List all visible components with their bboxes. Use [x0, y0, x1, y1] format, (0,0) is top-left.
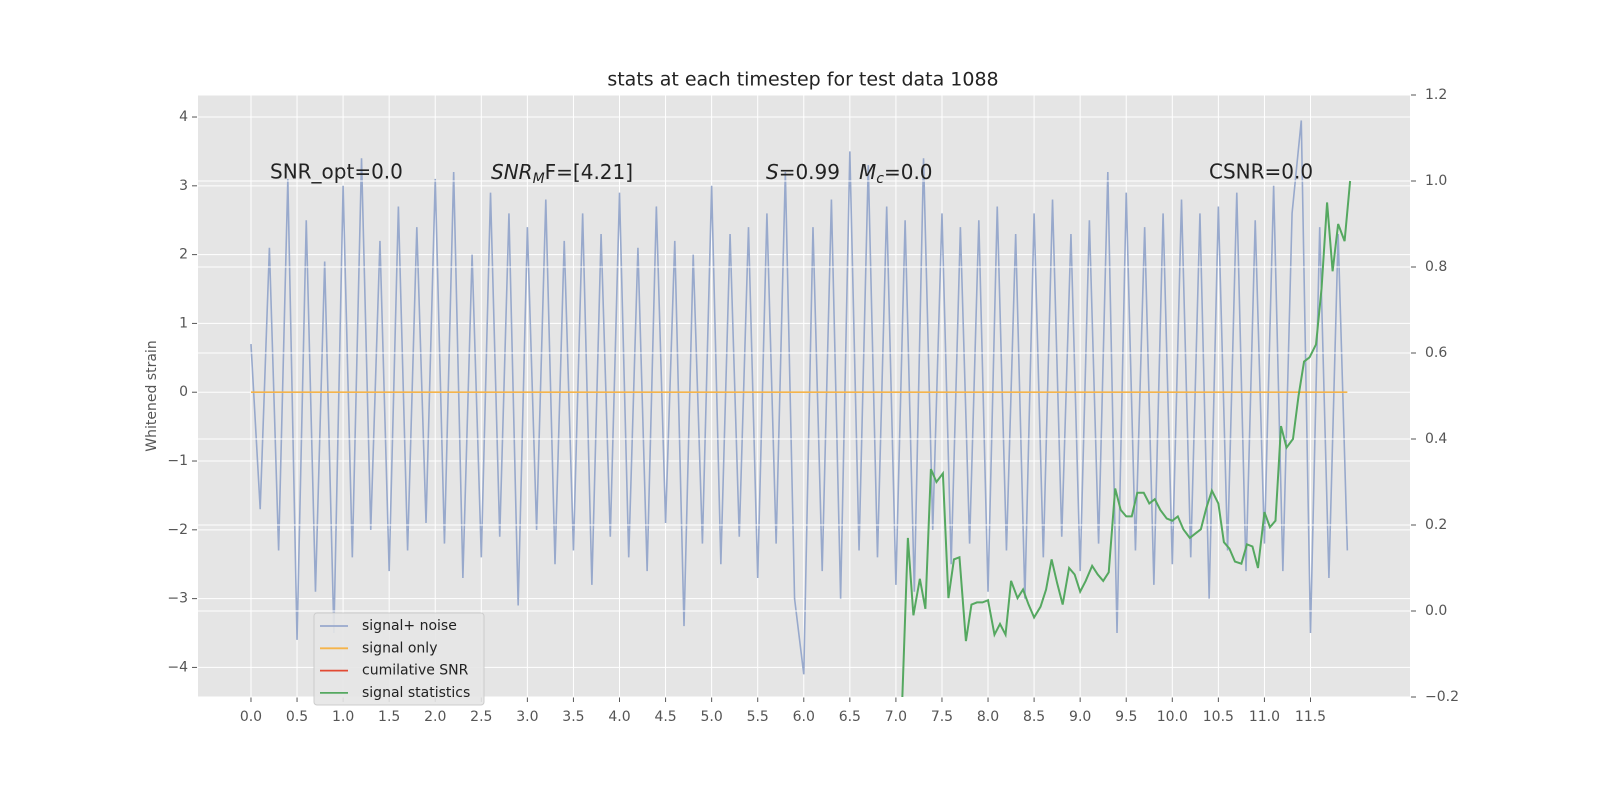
x-tick-label: 6.0: [793, 709, 815, 725]
y-axis-label: Whitened strain: [144, 340, 160, 451]
y2-tick-label: 1.0: [1425, 173, 1447, 189]
legend-box: [313, 612, 485, 706]
annotation-main: SNR: [491, 160, 533, 184]
legend-label: signal only: [362, 640, 437, 656]
x-tick-label: 0.5: [286, 709, 308, 725]
annotation: S=0.99: [766, 160, 840, 184]
y-tick-label: 4: [179, 109, 188, 125]
x-tick-label: 1.5: [378, 709, 400, 725]
legend-label: cumilative SNR: [362, 663, 469, 679]
x-tick-label: 4.5: [654, 709, 676, 725]
x-tick-label: 4.0: [608, 709, 630, 725]
series-line: [250, 120, 1349, 675]
x-tick-label: 2.0: [424, 709, 446, 725]
x-tick-label: 5.5: [747, 709, 769, 725]
y-tick-label: 2: [179, 247, 188, 263]
x-tick-label: 10.0: [1157, 709, 1188, 725]
annotation-main: M: [859, 160, 876, 184]
x-tick-label: 5.0: [701, 709, 723, 725]
y-tick-label: −1: [167, 453, 188, 469]
annotation-rest: F=[4.21]: [545, 160, 633, 184]
x-tick-label: 11.5: [1295, 709, 1326, 725]
annotation: SNR_opt=0.0: [270, 160, 403, 184]
legend-label: signal statistics: [362, 685, 470, 701]
y-tick-label: −4: [167, 659, 188, 675]
y2-tick-label: 0.8: [1425, 259, 1447, 275]
x-tick-label: 9.5: [1115, 709, 1137, 725]
x-tick-label: 11.0: [1249, 709, 1280, 725]
x-tick-label: 6.5: [839, 709, 861, 725]
x-tick-label: 3.0: [516, 709, 538, 725]
x-tick-label: 3.5: [562, 709, 584, 725]
annotation-main: S: [766, 160, 779, 184]
annotation-sub: M: [533, 171, 545, 187]
y2-tick-label: 0.0: [1425, 603, 1447, 619]
series-line: [901, 180, 1352, 697]
x-tick-label: 7.0: [885, 709, 907, 725]
annotation-rest: =0.99: [779, 160, 840, 184]
y2-tick-label: 0.4: [1425, 431, 1447, 447]
y2-tick-label: 1.2: [1425, 87, 1447, 103]
legend-label: signal+ noise: [362, 618, 457, 634]
annotation-sub: c: [876, 171, 884, 187]
y-tick-label: −3: [167, 591, 188, 607]
y-tick-label: 3: [179, 178, 188, 194]
chart-title: stats at each timestep for test data 108…: [607, 69, 998, 91]
x-tick-label: 1.0: [332, 709, 354, 725]
x-tick-label: 7.5: [931, 709, 953, 725]
x-tick-label: 9.0: [1069, 709, 1091, 725]
y2-tick-label: 0.2: [1425, 517, 1447, 533]
y-tick-label: 1: [179, 315, 188, 331]
annotation-rest: =0.0: [884, 160, 933, 184]
y2-tick-label: −0.2: [1425, 689, 1459, 705]
x-tick-label: 8.0: [977, 709, 999, 725]
x-tick-label: 8.5: [1023, 709, 1045, 725]
y2-tick-label: 0.6: [1425, 345, 1447, 361]
x-tick-label: 2.5: [470, 709, 492, 725]
x-tick-label: 10.5: [1203, 709, 1234, 725]
y-tick-label: −2: [167, 522, 188, 538]
annotation: Mc=0.0: [859, 160, 933, 188]
annotation: SNRMF=[4.21]: [491, 160, 633, 188]
annotation: CSNR=0.0: [1209, 160, 1313, 184]
x-tick-label: 0.0: [240, 709, 262, 725]
y-tick-label: 0: [179, 384, 188, 400]
